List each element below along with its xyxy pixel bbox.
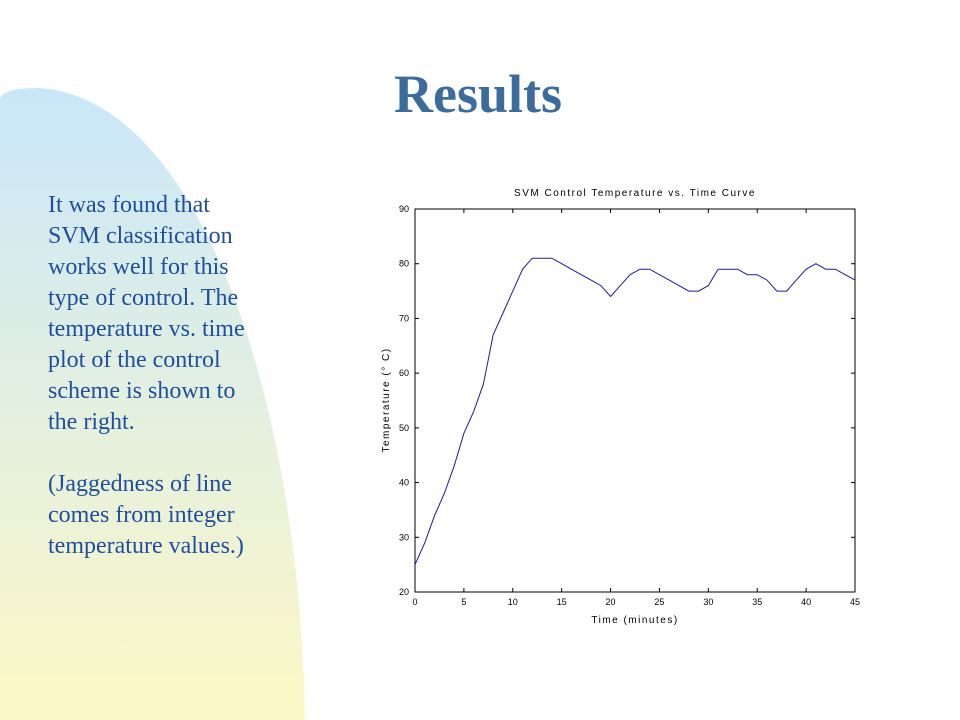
body-line: temperature vs. time (48, 316, 245, 342)
x-tick-label: 25 (654, 597, 664, 607)
x-tick-label: 10 (508, 597, 518, 607)
body-line: SVM classification (48, 223, 233, 249)
data-line (414, 257, 856, 565)
x-tick-label: 45 (850, 597, 860, 607)
x-tick-label: 35 (752, 597, 762, 607)
body-line: plot of the control (48, 347, 221, 373)
body-line: temperature values.) (48, 533, 244, 559)
y-tick-label: 20 (399, 587, 409, 597)
x-tick-label: 20 (606, 597, 616, 607)
y-tick-label: 70 (399, 313, 409, 323)
x-axis-label: Time (minutes) (591, 615, 678, 626)
y-axis-label: Temperature (° C) (381, 347, 392, 452)
y-tick-label: 60 (399, 368, 409, 378)
chart-title: SVM Control Temperature vs. Time Curve (514, 188, 756, 199)
y-tick-label: 50 (399, 423, 409, 433)
plot-frame (414, 208, 856, 593)
x-tick-label: 40 (801, 597, 811, 607)
body-line: comes from integer (48, 502, 235, 528)
x-tick-label: 30 (703, 597, 713, 607)
y-tick-label: 80 (399, 259, 409, 269)
y-tick-label: 90 (399, 204, 409, 214)
x-tick-label: 15 (557, 597, 567, 607)
body-line: works well for this (48, 254, 229, 280)
y-tick-label: 40 (399, 478, 409, 488)
body-line: scheme is shown to (48, 378, 235, 404)
x-tick-label: 5 (461, 597, 466, 607)
body-line: type of control. The (48, 285, 238, 311)
x-tick-label: 0 (412, 597, 417, 607)
body-text: It was found that SVM classification works… (48, 192, 245, 559)
background-shape (0, 88, 305, 720)
y-tick-label: 30 (399, 532, 409, 542)
body-line: (Jaggedness of line (48, 471, 232, 497)
body-line: the right. (48, 409, 135, 435)
slide-title: Results (394, 64, 562, 124)
body-line: It was found that (48, 192, 210, 218)
